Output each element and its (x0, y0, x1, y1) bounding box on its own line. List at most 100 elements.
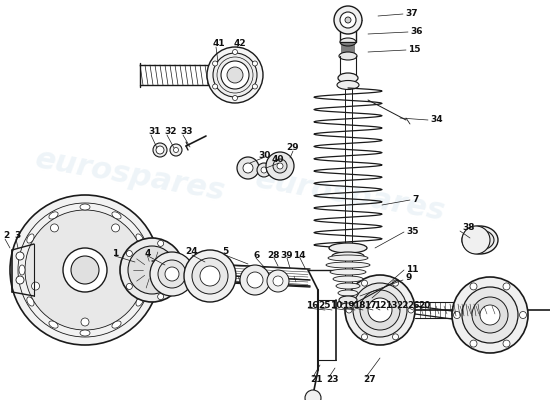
Text: 7: 7 (412, 196, 419, 204)
Circle shape (227, 67, 243, 83)
Circle shape (243, 163, 253, 173)
Text: 18: 18 (353, 300, 366, 310)
Circle shape (266, 152, 294, 180)
Circle shape (213, 61, 218, 66)
Circle shape (273, 276, 283, 286)
Circle shape (196, 254, 201, 260)
Circle shape (16, 252, 24, 260)
Circle shape (408, 307, 414, 313)
Text: 3: 3 (14, 232, 20, 240)
Circle shape (462, 287, 518, 343)
Circle shape (353, 283, 407, 337)
Text: 31: 31 (148, 128, 161, 136)
Text: 36: 36 (410, 28, 422, 36)
Circle shape (71, 256, 99, 284)
Circle shape (16, 276, 24, 284)
Text: 40: 40 (272, 156, 284, 164)
Circle shape (218, 292, 223, 298)
Circle shape (247, 272, 263, 288)
Circle shape (273, 159, 287, 173)
Circle shape (200, 266, 220, 286)
Circle shape (213, 84, 218, 89)
Circle shape (126, 284, 133, 290)
Ellipse shape (462, 226, 498, 254)
Circle shape (393, 334, 399, 340)
Circle shape (184, 250, 236, 302)
Circle shape (340, 12, 356, 28)
Text: 26: 26 (407, 300, 420, 310)
Ellipse shape (136, 234, 143, 243)
Text: 41: 41 (213, 38, 225, 48)
Circle shape (233, 50, 238, 54)
Circle shape (158, 240, 164, 246)
Ellipse shape (340, 38, 356, 46)
Circle shape (213, 53, 257, 97)
Circle shape (334, 6, 362, 34)
Text: 6: 6 (253, 250, 259, 260)
Circle shape (51, 224, 58, 232)
Ellipse shape (475, 236, 485, 244)
Text: 1: 1 (112, 248, 118, 258)
Circle shape (470, 340, 477, 347)
Circle shape (192, 258, 228, 294)
Circle shape (177, 267, 183, 273)
Circle shape (368, 298, 392, 322)
Circle shape (185, 274, 190, 278)
Text: 11: 11 (406, 266, 419, 274)
Text: 28: 28 (267, 250, 279, 260)
Circle shape (237, 157, 259, 179)
Circle shape (472, 297, 508, 333)
Circle shape (393, 280, 399, 286)
Circle shape (360, 290, 400, 330)
Circle shape (63, 248, 107, 292)
Circle shape (229, 274, 234, 278)
Ellipse shape (329, 243, 367, 253)
Circle shape (257, 163, 271, 177)
Text: 9: 9 (405, 272, 411, 282)
Text: eurospares: eurospares (252, 164, 448, 226)
Circle shape (252, 61, 257, 66)
Ellipse shape (80, 204, 90, 210)
Circle shape (207, 47, 263, 103)
Text: 15: 15 (408, 46, 421, 54)
Text: 22: 22 (396, 300, 409, 310)
Text: 39: 39 (280, 250, 293, 260)
Ellipse shape (339, 52, 357, 60)
Circle shape (158, 260, 186, 288)
Circle shape (261, 167, 267, 173)
Ellipse shape (336, 283, 360, 289)
Ellipse shape (332, 252, 364, 260)
Circle shape (503, 340, 510, 347)
Text: 42: 42 (234, 38, 246, 48)
Ellipse shape (333, 276, 363, 282)
Ellipse shape (338, 73, 358, 83)
Circle shape (345, 17, 351, 23)
Circle shape (305, 390, 321, 400)
Circle shape (130, 282, 139, 290)
Text: 16: 16 (306, 300, 318, 310)
Circle shape (462, 226, 490, 254)
Text: 27: 27 (363, 376, 376, 384)
Circle shape (165, 267, 179, 281)
Ellipse shape (330, 269, 366, 275)
Circle shape (520, 312, 526, 318)
Circle shape (126, 250, 133, 256)
Ellipse shape (80, 330, 90, 336)
Ellipse shape (112, 321, 121, 328)
Text: 21: 21 (310, 376, 322, 384)
Circle shape (112, 224, 119, 232)
Ellipse shape (328, 255, 368, 261)
Text: 12: 12 (374, 300, 387, 310)
Text: 38: 38 (462, 224, 475, 232)
Text: 10: 10 (330, 300, 342, 310)
Circle shape (81, 318, 89, 326)
Text: 14: 14 (293, 250, 306, 260)
Text: 4: 4 (145, 248, 151, 258)
Circle shape (31, 282, 40, 290)
Text: 34: 34 (430, 116, 443, 124)
Circle shape (361, 280, 367, 286)
Ellipse shape (49, 321, 58, 328)
Text: 35: 35 (406, 228, 419, 236)
Circle shape (361, 334, 367, 340)
Ellipse shape (341, 303, 355, 309)
